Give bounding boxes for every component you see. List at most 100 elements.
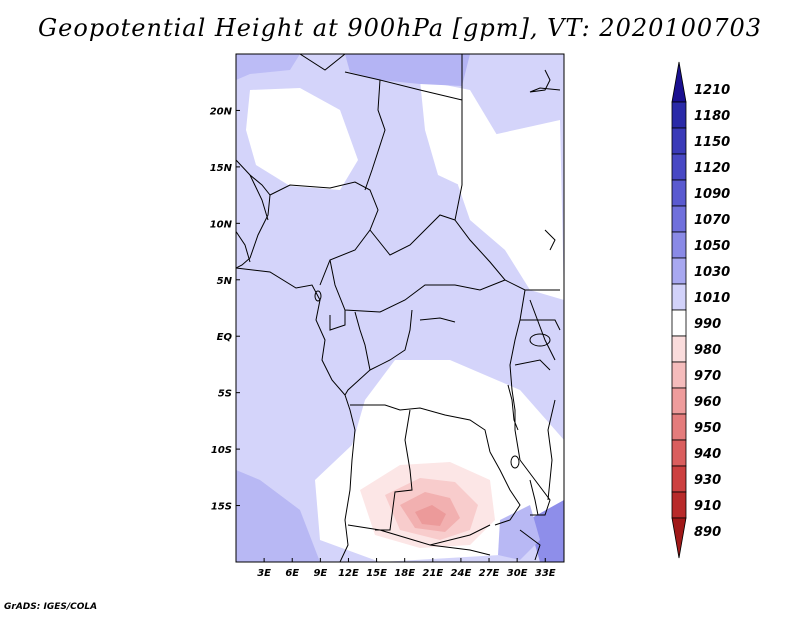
x-tick-label: 24E <box>451 568 472 579</box>
colorbar-label: 1150 <box>694 135 730 150</box>
y-tick-label: 15S <box>211 502 232 513</box>
border-tanzania-east <box>547 399 556 501</box>
colorbar-label: 970 <box>694 369 721 384</box>
colorbar-label: 960 <box>694 395 721 410</box>
border-west-coast <box>236 230 251 263</box>
field-region-1030-nw <box>236 54 300 80</box>
colorbar-label: 1010 <box>694 291 730 306</box>
x-tick-label: 30E <box>507 568 528 579</box>
border-congo-gabon <box>344 311 371 396</box>
colorbar-segment <box>671 465 687 493</box>
y-tick-label: 20N <box>210 106 233 117</box>
colorbar-segment <box>671 283 687 311</box>
colorbar-segment <box>671 231 687 259</box>
colorbar-segment <box>671 387 687 415</box>
border-angola-east <box>375 409 413 531</box>
colorbar-label: 940 <box>694 447 721 462</box>
colorbar-segment <box>671 127 687 155</box>
map-frame <box>235 53 565 563</box>
border-guinea <box>249 174 269 221</box>
border-drc-angola <box>350 404 491 453</box>
lake-malawi <box>529 479 539 516</box>
colorbar-label: 990 <box>694 317 721 332</box>
colorbar-segment <box>671 361 687 389</box>
colorbar-segment <box>671 153 687 181</box>
border-car-north <box>369 214 456 256</box>
colorbar-segment <box>671 517 687 559</box>
colorbar-label: 910 <box>694 499 721 514</box>
x-tick-label: 33E <box>535 568 556 579</box>
colorbar-segment <box>671 179 687 207</box>
lake-victoria <box>529 333 551 347</box>
x-tick-label: 3E <box>257 568 271 579</box>
field-region-white-north <box>246 88 358 190</box>
y-tick-label: 5N <box>217 276 233 287</box>
y-axis: 20N 15N 10N 5N EQ 5S 10S 15S <box>210 106 240 513</box>
colorbar-segment <box>671 257 687 285</box>
colorbar-segment <box>671 413 687 441</box>
border-east-drc <box>509 289 526 461</box>
field-region-1030-north <box>345 54 470 86</box>
y-tick-label: 10N <box>210 219 233 230</box>
colorbar-segment <box>671 335 687 363</box>
field-region-960-core <box>415 505 446 526</box>
colorbar-label: 1090 <box>694 187 730 202</box>
lake-mweru <box>510 455 520 469</box>
colorbar-label: 1050 <box>694 239 730 254</box>
coastline-ethiopia <box>544 229 556 251</box>
coastline-red-sea <box>529 69 561 93</box>
y-tick-label: 5S <box>218 389 232 400</box>
colorbar-segment <box>671 101 687 129</box>
coastline-gulf-southwest <box>236 267 356 562</box>
colorbar-segment <box>671 491 687 519</box>
colorbar-label: 930 <box>694 473 721 488</box>
coastline-west-africa <box>236 159 271 269</box>
x-tick-label: 27E <box>479 568 500 579</box>
river-congo <box>419 317 456 323</box>
colorbar-label: 1030 <box>694 265 730 280</box>
border-north-1 <box>299 54 346 71</box>
border-mozambique <box>519 529 541 561</box>
border-equatorial-guinea <box>329 310 346 331</box>
grads-credit: GrADS: IGES/COLA <box>4 602 98 612</box>
border-caprivi <box>429 544 491 556</box>
border-sahel-1 <box>269 181 379 286</box>
border-malawi <box>519 459 551 516</box>
colorbar-segment <box>671 61 687 103</box>
map-title: Geopotential Height at 900hPa [gpm], VT:… <box>38 14 762 42</box>
border-car-south <box>329 259 506 313</box>
border-rwanda <box>514 359 551 371</box>
border-niger-chad <box>364 79 386 191</box>
colorbar-label: 1120 <box>694 161 730 176</box>
x-tick-label: 6E <box>285 568 299 579</box>
x-tick-label: 18E <box>394 568 415 579</box>
colorbar: 1210 1180 1150 1120 1090 1070 1050 1030 1010 990 9… <box>671 61 730 559</box>
x-axis: 3E 6E 9E 12E 15E 18E 21E 24E 27E 30E 33E <box>257 558 556 579</box>
colorbar-label: 1070 <box>694 213 730 228</box>
lake-small-west <box>314 290 322 302</box>
field-region-1030-sw <box>236 470 320 562</box>
border-north-2 <box>344 54 463 101</box>
colorbar-label: 1180 <box>694 109 730 124</box>
geopotential-field <box>236 54 564 562</box>
border-uganda <box>520 319 561 331</box>
x-tick-label: 12E <box>338 568 359 579</box>
y-tick-label: 10S <box>211 445 232 456</box>
colorbar-segment <box>671 309 687 337</box>
colorbar-label: 980 <box>694 343 721 358</box>
colorbar-label: 890 <box>694 525 721 540</box>
colorbar-segment <box>671 205 687 233</box>
x-tick-label: 15E <box>366 568 387 579</box>
colorbar-label: 950 <box>694 421 721 436</box>
x-tick-label: 21E <box>422 568 443 579</box>
country-boundaries <box>236 54 561 562</box>
border-chad-sudan <box>454 100 560 291</box>
lakes <box>314 290 551 516</box>
colorbar-segment <box>671 439 687 467</box>
border-congo-drc <box>369 309 413 371</box>
field-region-1030-se <box>498 505 540 560</box>
x-tick-label: 9E <box>313 568 327 579</box>
lake-tanganyika <box>507 384 519 431</box>
border-zambia-east <box>489 451 521 526</box>
